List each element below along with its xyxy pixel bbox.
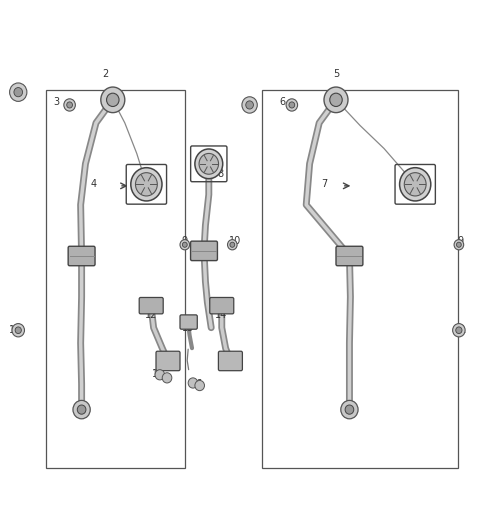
Text: 5: 5 (333, 69, 339, 79)
Circle shape (64, 99, 75, 111)
FancyBboxPatch shape (139, 297, 163, 314)
Text: 2: 2 (102, 69, 109, 79)
Circle shape (454, 240, 464, 250)
Circle shape (107, 93, 119, 106)
Circle shape (456, 242, 461, 247)
Circle shape (180, 240, 190, 250)
Circle shape (182, 242, 187, 247)
Circle shape (10, 83, 27, 101)
FancyBboxPatch shape (191, 241, 217, 261)
Circle shape (230, 242, 235, 247)
FancyBboxPatch shape (218, 351, 242, 371)
Text: 7: 7 (321, 179, 327, 189)
Text: 10: 10 (229, 236, 241, 246)
Circle shape (404, 173, 426, 196)
Text: 11: 11 (455, 325, 467, 335)
FancyBboxPatch shape (68, 246, 95, 266)
Text: 13: 13 (182, 323, 194, 333)
Text: 9: 9 (458, 236, 464, 246)
Circle shape (188, 378, 198, 388)
Circle shape (242, 97, 257, 113)
FancyBboxPatch shape (180, 315, 197, 329)
Circle shape (399, 168, 431, 201)
Text: 9: 9 (182, 236, 188, 246)
Circle shape (289, 102, 295, 108)
Circle shape (77, 405, 86, 414)
Circle shape (101, 87, 125, 113)
Text: 15: 15 (152, 369, 165, 379)
Circle shape (246, 101, 253, 109)
Text: 8: 8 (218, 169, 224, 179)
Circle shape (453, 324, 465, 337)
FancyBboxPatch shape (336, 246, 363, 266)
Circle shape (14, 88, 23, 97)
Circle shape (228, 240, 237, 250)
Circle shape (324, 87, 348, 113)
Circle shape (456, 327, 462, 334)
Circle shape (73, 400, 90, 419)
Circle shape (195, 149, 223, 179)
Circle shape (131, 168, 162, 201)
Circle shape (15, 327, 21, 334)
Bar (262, 90, 458, 468)
Circle shape (162, 373, 172, 383)
Text: 4: 4 (91, 179, 96, 189)
Circle shape (199, 154, 218, 174)
Circle shape (345, 405, 354, 414)
Text: 6: 6 (279, 97, 285, 108)
Text: 11: 11 (9, 325, 22, 335)
Circle shape (341, 400, 358, 419)
Circle shape (330, 93, 342, 106)
Bar (46, 90, 185, 468)
FancyBboxPatch shape (156, 351, 180, 371)
Text: 14: 14 (215, 310, 227, 320)
Circle shape (67, 102, 72, 108)
Text: 1: 1 (12, 87, 18, 97)
Circle shape (12, 324, 24, 337)
FancyBboxPatch shape (210, 297, 234, 314)
Circle shape (155, 370, 165, 380)
Text: 12: 12 (145, 310, 157, 320)
Text: 3: 3 (54, 97, 60, 108)
Text: 16: 16 (191, 379, 203, 389)
Circle shape (286, 99, 298, 111)
Circle shape (135, 173, 157, 196)
Circle shape (195, 380, 204, 391)
